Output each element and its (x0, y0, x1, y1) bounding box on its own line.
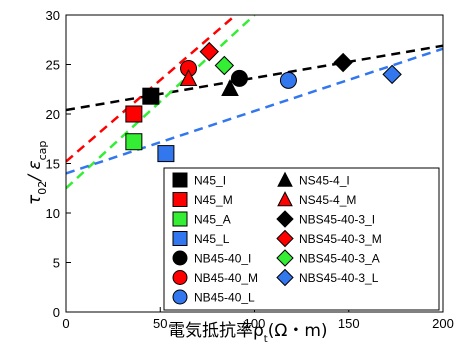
data-point-n45-a (125, 133, 143, 151)
x-tick-label: 150 (338, 316, 360, 331)
y-tick-label: 5 (53, 256, 60, 271)
x-tick-label: 0 (62, 316, 69, 331)
x-axis: 0 50 100 150 200 (62, 307, 454, 331)
legend-label-n45-a: N45_A (194, 213, 231, 227)
y-tick-label: 30 (46, 8, 60, 23)
legend-label-nb45-40-i: NB45-40_I (194, 252, 251, 266)
legend-marker-nbs45-40-3-i (276, 210, 294, 228)
legend-label-n45-l: N45_L (194, 232, 230, 246)
data-point-nb45-40-i (230, 69, 248, 87)
data-point-ns45-4-i (221, 78, 239, 96)
data-point-n45-l (157, 145, 175, 163)
data-point-nb45-40-l (279, 71, 297, 89)
y-axis-label-slash: / ε (25, 160, 45, 182)
y-tick-label: 25 (46, 58, 60, 73)
legend-label-ns45-4-i: NS45-4_I (299, 174, 350, 188)
y-tick-label: 20 (46, 107, 60, 122)
data-point-nbs45-40-3-l (382, 64, 402, 85)
legend-label-nb45-40-m: NB45-40_M (194, 271, 258, 285)
legend-label-nbs45-40-3-l: NBS45-40-3_L (299, 271, 379, 285)
legend-label-ns45-4-m: NS45-4_M (299, 193, 356, 207)
legend-marker-n45-l (172, 231, 188, 246)
trendline-layer (66, 15, 443, 190)
y-axis-label-prefix: τ (25, 194, 45, 205)
legend-marker-n45-i (172, 172, 188, 188)
legend-marker-nb45-40-i (172, 250, 188, 266)
data-point-n45-i (142, 87, 160, 105)
legend-label-n45-i: N45_I (194, 174, 226, 188)
y-axis-label-subscript-1: 02 (36, 181, 49, 195)
legend-marker-ns45-4-i (277, 171, 293, 187)
legend: N45_I N45_M N45_A N45_L NB45-40_I NB45-40_M NB… (163, 167, 440, 311)
y-axis-label-subscript-2: cap (36, 141, 49, 161)
x-axis-label: 電気抵抗率ρ (168, 321, 264, 341)
y-tick-label: 15 (46, 157, 60, 172)
legend-marker-n45-a (172, 211, 188, 227)
x-axis-label-unit: (Ω・m) (268, 321, 328, 341)
x-tick-label: 200 (432, 316, 454, 331)
data-point-nbs45-40-3-m (199, 41, 219, 62)
data-point-nbs45-40-3-i (333, 52, 353, 73)
y-tick-label: 10 (46, 206, 60, 221)
trendline-4 (66, 47, 443, 175)
trendline-3 (66, 15, 256, 190)
x-axis-label-subscript: t (264, 334, 268, 345)
data-point-n45-m (125, 105, 143, 123)
legend-marker-ns45-4-m (277, 191, 293, 207)
legend-marker-nb45-40-m (172, 270, 188, 285)
legend-label-nbs45-40-3-i: NBS45-40-3_I (299, 213, 375, 227)
legend-label-n45-m: N45_M (194, 193, 233, 207)
legend-label-nbs45-40-3-m: NBS45-40-3_M (299, 232, 382, 246)
y-tick-label: 0 (53, 305, 60, 320)
data-marker-layer (125, 41, 402, 163)
x-tick-label: 50 (153, 316, 167, 331)
legend-box (163, 167, 440, 311)
legend-label-nbs45-40-3-a: NBS45-40-3_A (299, 252, 380, 266)
legend-marker-nbs45-40-3-l (276, 268, 294, 287)
x-tick-label: 100 (244, 316, 266, 331)
x-axis-title: 電気抵抗率ρt(Ω・m) (168, 321, 328, 345)
y-axis: 0 5 10 15 20 25 30 (46, 8, 71, 320)
legend-marker-nbs45-40-3-a (276, 249, 294, 267)
legend-marker-n45-m (172, 192, 188, 207)
legend-label-nb45-40-l: NB45-40_L (194, 291, 255, 305)
legend-marker-nb45-40-l (172, 289, 188, 305)
data-point-ns45-4-m (179, 69, 198, 87)
trendline-1 (66, 44, 443, 112)
data-point-nbs45-40-3-a (214, 55, 235, 76)
legend-marker-nbs45-40-3-m (276, 229, 294, 248)
y-axis-title: τ02/ εcap (25, 141, 49, 205)
